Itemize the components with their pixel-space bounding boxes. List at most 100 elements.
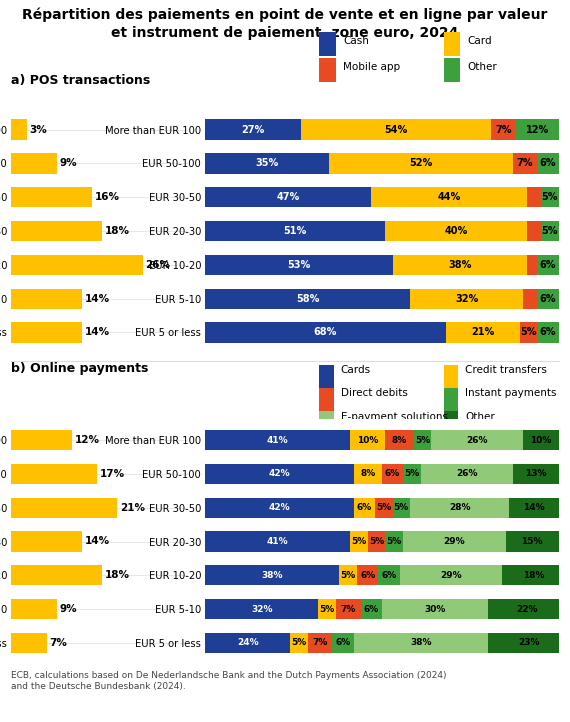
Bar xyxy=(393,497,410,518)
Bar xyxy=(205,221,385,241)
Bar xyxy=(353,464,382,484)
Text: 15%: 15% xyxy=(522,537,543,546)
Bar xyxy=(11,322,82,343)
Text: 6%: 6% xyxy=(540,260,556,270)
Bar xyxy=(11,187,92,207)
Text: a) POS transactions: a) POS transactions xyxy=(11,74,150,87)
Bar xyxy=(385,221,527,241)
Bar xyxy=(336,599,361,619)
Text: E-payment solutions: E-payment solutions xyxy=(341,412,448,422)
Bar xyxy=(11,599,57,619)
Bar xyxy=(11,430,72,451)
Text: 42%: 42% xyxy=(268,469,290,479)
Bar xyxy=(491,119,516,140)
Bar xyxy=(538,255,559,275)
Text: 18%: 18% xyxy=(523,571,544,580)
Text: 41%: 41% xyxy=(267,435,288,445)
Text: 24%: 24% xyxy=(237,638,258,648)
Text: 13%: 13% xyxy=(525,469,547,479)
Text: 5%: 5% xyxy=(542,192,558,202)
Bar xyxy=(385,531,403,552)
Bar xyxy=(382,599,488,619)
Bar xyxy=(290,632,308,653)
Text: 18%: 18% xyxy=(105,226,130,236)
Bar xyxy=(353,497,375,518)
Bar xyxy=(319,412,333,435)
Bar xyxy=(538,322,559,343)
Bar xyxy=(523,430,559,451)
Text: 23%: 23% xyxy=(518,638,539,648)
Text: 54%: 54% xyxy=(384,125,408,134)
Bar xyxy=(332,632,353,653)
Bar xyxy=(527,221,541,241)
Bar xyxy=(378,565,400,586)
Bar xyxy=(371,187,527,207)
Bar xyxy=(11,497,117,518)
Bar xyxy=(400,565,502,586)
Text: 5%: 5% xyxy=(351,537,367,546)
Text: 12%: 12% xyxy=(75,435,100,445)
Bar xyxy=(443,58,461,82)
Text: b) Online payments: b) Online payments xyxy=(11,362,149,375)
Bar xyxy=(318,599,336,619)
Text: 14%: 14% xyxy=(523,503,545,512)
Bar xyxy=(361,599,382,619)
Text: 53%: 53% xyxy=(287,260,311,270)
Bar xyxy=(538,289,559,309)
Bar xyxy=(523,289,538,309)
Bar xyxy=(446,322,520,343)
Text: 14%: 14% xyxy=(84,294,110,304)
Bar xyxy=(205,289,410,309)
Text: 26%: 26% xyxy=(456,469,478,479)
Text: 7%: 7% xyxy=(49,638,67,648)
Text: 7%: 7% xyxy=(341,604,356,614)
Text: 51%: 51% xyxy=(284,226,307,236)
Bar xyxy=(509,497,559,518)
Text: 16%: 16% xyxy=(95,192,120,202)
Text: Répartition des paiements en point de vente et en ligne par valeur
et instrument: Répartition des paiements en point de ve… xyxy=(22,7,548,40)
Text: 6%: 6% xyxy=(357,503,372,512)
Bar xyxy=(205,464,353,484)
Text: 12%: 12% xyxy=(526,125,549,134)
Bar xyxy=(488,599,565,619)
Bar xyxy=(357,565,378,586)
Text: 5%: 5% xyxy=(404,469,420,479)
Bar xyxy=(410,289,523,309)
Bar xyxy=(410,497,509,518)
Text: 5%: 5% xyxy=(542,226,558,236)
Bar xyxy=(329,153,512,173)
Bar xyxy=(300,119,491,140)
Bar xyxy=(11,632,47,653)
Text: 22%: 22% xyxy=(516,604,538,614)
Text: 68%: 68% xyxy=(314,328,337,337)
Bar xyxy=(319,58,336,82)
Bar xyxy=(541,187,559,207)
Text: 10%: 10% xyxy=(357,435,378,445)
Bar xyxy=(414,430,431,451)
Bar xyxy=(512,153,538,173)
Text: 10%: 10% xyxy=(530,435,552,445)
Bar xyxy=(443,388,458,412)
Bar xyxy=(319,388,333,412)
Bar xyxy=(350,430,385,451)
Bar xyxy=(319,32,336,56)
Bar xyxy=(11,153,57,173)
Bar xyxy=(340,565,357,586)
Text: 14%: 14% xyxy=(84,328,110,337)
Bar xyxy=(443,32,461,56)
Text: 5%: 5% xyxy=(415,435,430,445)
Bar xyxy=(11,565,102,586)
Text: 6%: 6% xyxy=(364,604,379,614)
Bar xyxy=(527,255,538,275)
Text: 32%: 32% xyxy=(251,604,272,614)
Bar xyxy=(516,119,559,140)
Text: 29%: 29% xyxy=(440,571,462,580)
Text: 5%: 5% xyxy=(376,503,391,512)
Text: 38%: 38% xyxy=(262,571,283,580)
Bar xyxy=(443,365,458,388)
Text: 21%: 21% xyxy=(471,328,494,337)
Bar xyxy=(502,565,565,586)
Text: 14%: 14% xyxy=(84,536,110,547)
Text: 8%: 8% xyxy=(392,435,407,445)
Bar xyxy=(205,531,350,552)
